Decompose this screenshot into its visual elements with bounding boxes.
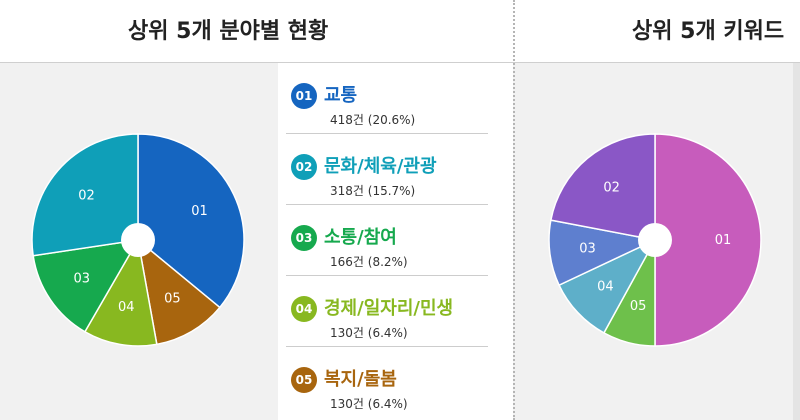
keyword-pie-chart: 01 05 04 03 02 — [548, 133, 762, 347]
slice-label: 03 — [579, 242, 596, 257]
right-edge-panel — [793, 63, 800, 420]
slice-label: 05 — [164, 292, 181, 307]
legend-item: 04 경제/일자리/민생 130건 (6.4%) — [286, 276, 488, 347]
legend-label: 문화/체육/관광 — [324, 156, 437, 177]
legend-value: 166건 (8.2%) — [330, 255, 408, 269]
pie-slice-02 — [31, 133, 139, 257]
pie-slice-03 — [32, 239, 140, 333]
slice-label: 01 — [191, 204, 208, 219]
legend-item: 05 복지/돌봄 130건 (6.4%) — [286, 347, 488, 417]
legend-item: 01 교통 418건 (20.6%) — [286, 63, 488, 134]
right-chart-title: 상위 5개 키워드 — [632, 19, 785, 44]
legend-number-badge: 04 — [291, 296, 317, 322]
slice-label: 05 — [630, 299, 647, 314]
section-divider — [513, 0, 515, 420]
pie-center-hole — [121, 223, 155, 257]
field-legend: 01 교통 418건 (20.6%) 02 문화/체육/관광 318건 (15.… — [286, 63, 488, 417]
legend-item: 02 문화/체육/관광 318건 (15.7%) — [286, 134, 488, 205]
slice-label: 02 — [603, 181, 620, 196]
legend-value: 130건 (6.4%) — [330, 397, 408, 411]
legend-value: 418건 (20.6%) — [330, 113, 416, 127]
slice-label: 04 — [118, 300, 135, 315]
legend-value: 318건 (15.7%) — [330, 184, 416, 198]
pie-slice-02 — [549, 133, 656, 241]
header-bar: 상위 5개 분야별 현황 상위 5개 키워드 — [0, 0, 800, 63]
legend-label: 교통 — [324, 85, 358, 106]
legend-value: 130건 (6.4%) — [330, 326, 408, 340]
pie-slice-05 — [136, 238, 221, 346]
pie-center-hole — [638, 223, 672, 257]
pie-slice-04 — [83, 237, 158, 347]
slice-label: 04 — [597, 280, 614, 295]
pie-slice-01 — [137, 133, 245, 309]
slice-label: 01 — [715, 233, 732, 248]
legend-number-badge: 02 — [291, 154, 317, 180]
legend-item: 03 소통/참여 166건 (8.2%) — [286, 205, 488, 276]
legend-label: 소통/참여 — [324, 227, 397, 248]
left-chart-title: 상위 5개 분야별 현황 — [128, 19, 329, 44]
field-pie-chart: 01 05 04 03 02 — [31, 133, 245, 347]
slice-label: 02 — [78, 189, 95, 204]
pie-slice-01 — [654, 133, 762, 347]
legend-number-badge: 03 — [291, 225, 317, 251]
legend-number-badge: 05 — [291, 367, 317, 393]
legend-label: 복지/돌봄 — [324, 369, 397, 390]
legend-label: 경제/일자리/민생 — [324, 298, 454, 319]
slice-label: 03 — [74, 271, 91, 286]
legend-number-badge: 01 — [291, 83, 317, 109]
